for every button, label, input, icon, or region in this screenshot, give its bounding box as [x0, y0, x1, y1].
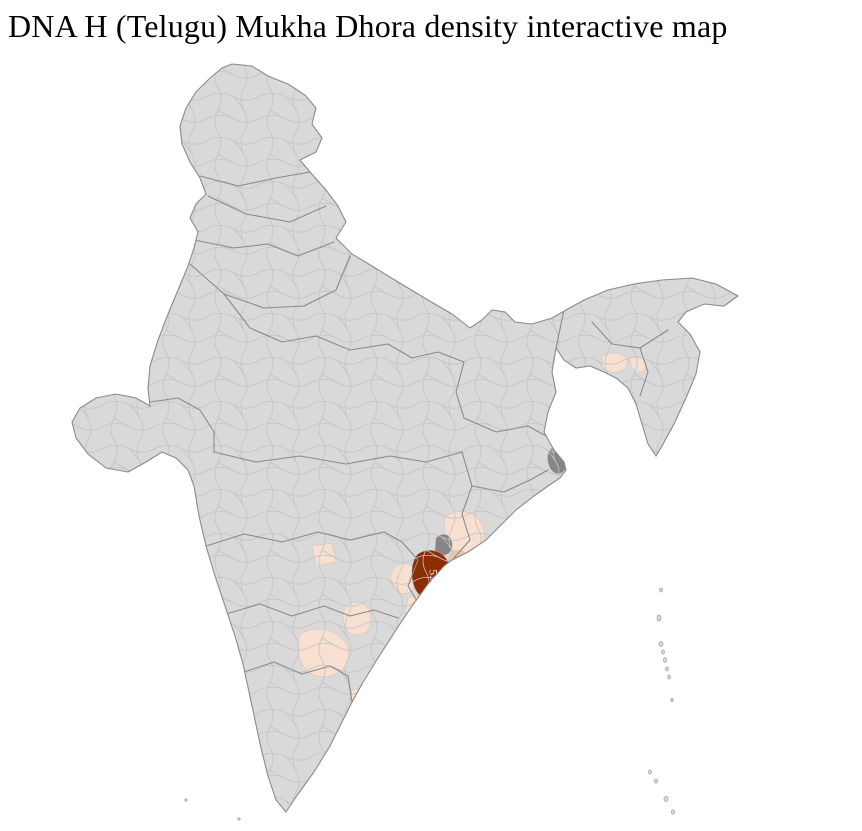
island[interactable] — [665, 666, 669, 672]
islands[interactable] — [184, 587, 676, 821]
district-value-label: 53 — [426, 569, 439, 582]
state-borders — [149, 171, 669, 703]
island[interactable] — [184, 798, 188, 802]
island[interactable] — [661, 649, 665, 655]
island[interactable] — [670, 698, 674, 702]
district-boundaries-layer — [72, 64, 738, 812]
island[interactable] — [658, 641, 664, 647]
island[interactable] — [663, 657, 667, 663]
island[interactable] — [667, 674, 671, 680]
island[interactable] — [656, 614, 662, 622]
island[interactable] — [670, 809, 676, 815]
island[interactable] — [237, 817, 241, 821]
island[interactable] — [659, 587, 663, 593]
island[interactable] — [648, 769, 652, 775]
island[interactable] — [654, 778, 658, 784]
map-title: DNA H (Telugu) Mukha Dhora density inter… — [8, 8, 728, 44]
island[interactable] — [663, 796, 669, 802]
